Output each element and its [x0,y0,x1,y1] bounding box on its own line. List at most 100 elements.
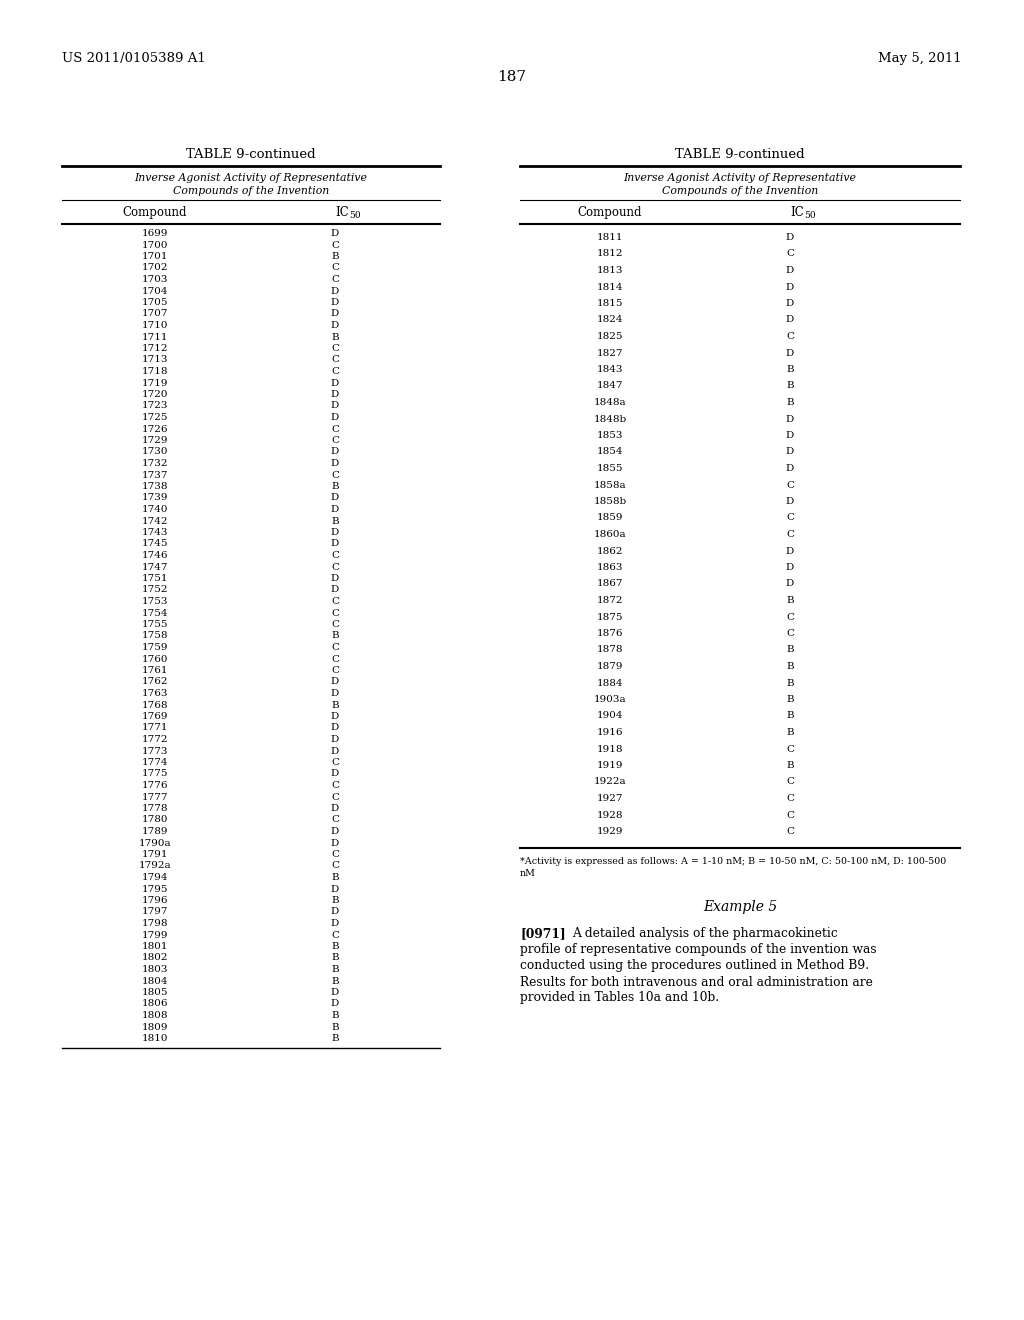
Text: C: C [786,795,794,803]
Text: D: D [331,298,339,308]
Text: D: D [331,459,339,469]
Text: D: D [785,498,795,506]
Text: D: D [785,432,795,440]
Text: 1794: 1794 [141,873,168,882]
Text: D: D [785,315,795,325]
Text: 1879: 1879 [597,663,624,671]
Text: D: D [785,234,795,242]
Text: B: B [786,696,794,704]
Text: [0971]: [0971] [520,928,565,940]
Text: Inverse Agonist Activity of Representative: Inverse Agonist Activity of Representati… [624,173,856,183]
Text: 1843: 1843 [597,366,624,374]
Text: Compound: Compound [123,206,187,219]
Text: B: B [331,1011,339,1020]
Text: C: C [331,643,339,652]
Text: C: C [786,744,794,754]
Text: C: C [331,367,339,376]
Text: 1803: 1803 [141,965,168,974]
Text: 1918: 1918 [597,744,624,754]
Text: D: D [331,999,339,1008]
Text: 1701: 1701 [141,252,168,261]
Text: Compounds of the Invention: Compounds of the Invention [662,186,818,195]
Text: 1797: 1797 [141,908,168,916]
Text: 1792a: 1792a [138,862,171,870]
Text: D: D [331,401,339,411]
Text: D: D [785,579,795,589]
Text: D: D [331,987,339,997]
Text: D: D [785,546,795,556]
Text: C: C [331,667,339,675]
Text: 1726: 1726 [141,425,168,433]
Text: D: D [785,414,795,424]
Text: 1755: 1755 [141,620,168,630]
Text: Compound: Compound [578,206,642,219]
Text: D: D [331,723,339,733]
Text: D: D [331,574,339,583]
Text: C: C [331,931,339,940]
Text: C: C [331,758,339,767]
Text: C: C [331,781,339,789]
Text: C: C [331,240,339,249]
Text: D: D [331,884,339,894]
Text: 1775: 1775 [141,770,168,779]
Text: B: B [786,597,794,605]
Text: US 2011/0105389 A1: US 2011/0105389 A1 [62,51,206,65]
Text: IC: IC [335,206,349,219]
Text: 1904: 1904 [597,711,624,721]
Text: 1754: 1754 [141,609,168,618]
Text: 1847: 1847 [597,381,624,391]
Text: 1867: 1867 [597,579,624,589]
Text: B: B [331,873,339,882]
Text: 1703: 1703 [141,275,168,284]
Text: D: D [331,711,339,721]
Text: B: B [786,366,794,374]
Text: 1712: 1712 [141,345,168,352]
Text: 1804: 1804 [141,977,168,986]
Text: D: D [331,828,339,836]
Text: May 5, 2011: May 5, 2011 [879,51,962,65]
Text: 1705: 1705 [141,298,168,308]
Text: 1876: 1876 [597,630,624,638]
Text: A detailed analysis of the pharmacokinetic: A detailed analysis of the pharmacokinet… [572,928,838,940]
Text: B: B [331,252,339,261]
Text: C: C [331,620,339,630]
Text: C: C [331,816,339,825]
Text: 1858b: 1858b [593,498,627,506]
Text: 1768: 1768 [141,701,168,710]
Text: C: C [786,612,794,622]
Text: 1806: 1806 [141,999,168,1008]
Text: B: B [786,399,794,407]
Text: 1903a: 1903a [594,696,627,704]
Text: 1802: 1802 [141,953,168,962]
Text: 1862: 1862 [597,546,624,556]
Text: 1738: 1738 [141,482,168,491]
Text: C: C [786,828,794,836]
Text: 1859: 1859 [597,513,624,523]
Text: 1777: 1777 [141,792,168,801]
Text: D: D [331,286,339,296]
Text: C: C [331,264,339,272]
Text: 1808: 1808 [141,1011,168,1020]
Text: B: B [786,381,794,391]
Text: 1860a: 1860a [594,531,627,539]
Text: IC: IC [790,206,804,219]
Text: 1773: 1773 [141,747,168,755]
Text: 1805: 1805 [141,987,168,997]
Text: D: D [785,564,795,572]
Text: 1814: 1814 [597,282,624,292]
Text: 1739: 1739 [141,494,168,503]
Text: 1746: 1746 [141,550,168,560]
Text: 1824: 1824 [597,315,624,325]
Text: C: C [786,531,794,539]
Text: 1729: 1729 [141,436,168,445]
Text: B: B [331,631,339,640]
Text: 1916: 1916 [597,729,624,737]
Text: C: C [331,355,339,364]
Text: C: C [786,480,794,490]
Text: 1922a: 1922a [594,777,627,787]
Text: 1737: 1737 [141,470,168,479]
Text: 1776: 1776 [141,781,168,789]
Text: B: B [331,896,339,906]
Text: 50: 50 [804,211,816,220]
Text: 1853: 1853 [597,432,624,440]
